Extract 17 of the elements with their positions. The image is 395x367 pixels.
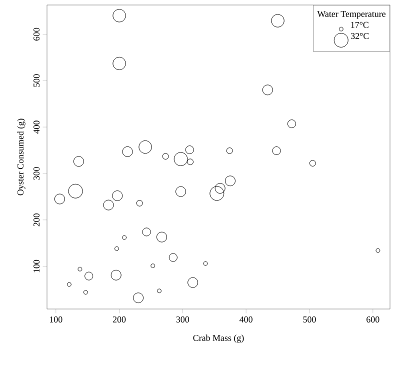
x-axis-title: Crab Mass (g) — [193, 334, 244, 343]
y-tick-label: 500 — [34, 74, 40, 87]
legend-label: 17°C — [351, 22, 368, 28]
x-tick-label: 500 — [303, 316, 316, 322]
x-tick-label: 600 — [366, 316, 380, 322]
x-tick-label: 400 — [240, 316, 252, 322]
legend-title: Water Temperature — [317, 10, 386, 19]
x-tick-label: 200 — [112, 316, 126, 322]
x-tick-label: 300 — [176, 316, 190, 322]
y-tick-label: 200 — [34, 214, 40, 226]
y-tick-label: 600 — [34, 28, 40, 41]
y-tick-label: 300 — [34, 167, 40, 180]
y-axis-title: Oyster Consumed (g) — [17, 118, 26, 196]
legend-label: 32°C — [351, 33, 369, 40]
y-tick-label: 100 — [34, 260, 40, 272]
x-tick-label: 100 — [50, 316, 62, 322]
y-tick-label: 400 — [34, 120, 40, 134]
